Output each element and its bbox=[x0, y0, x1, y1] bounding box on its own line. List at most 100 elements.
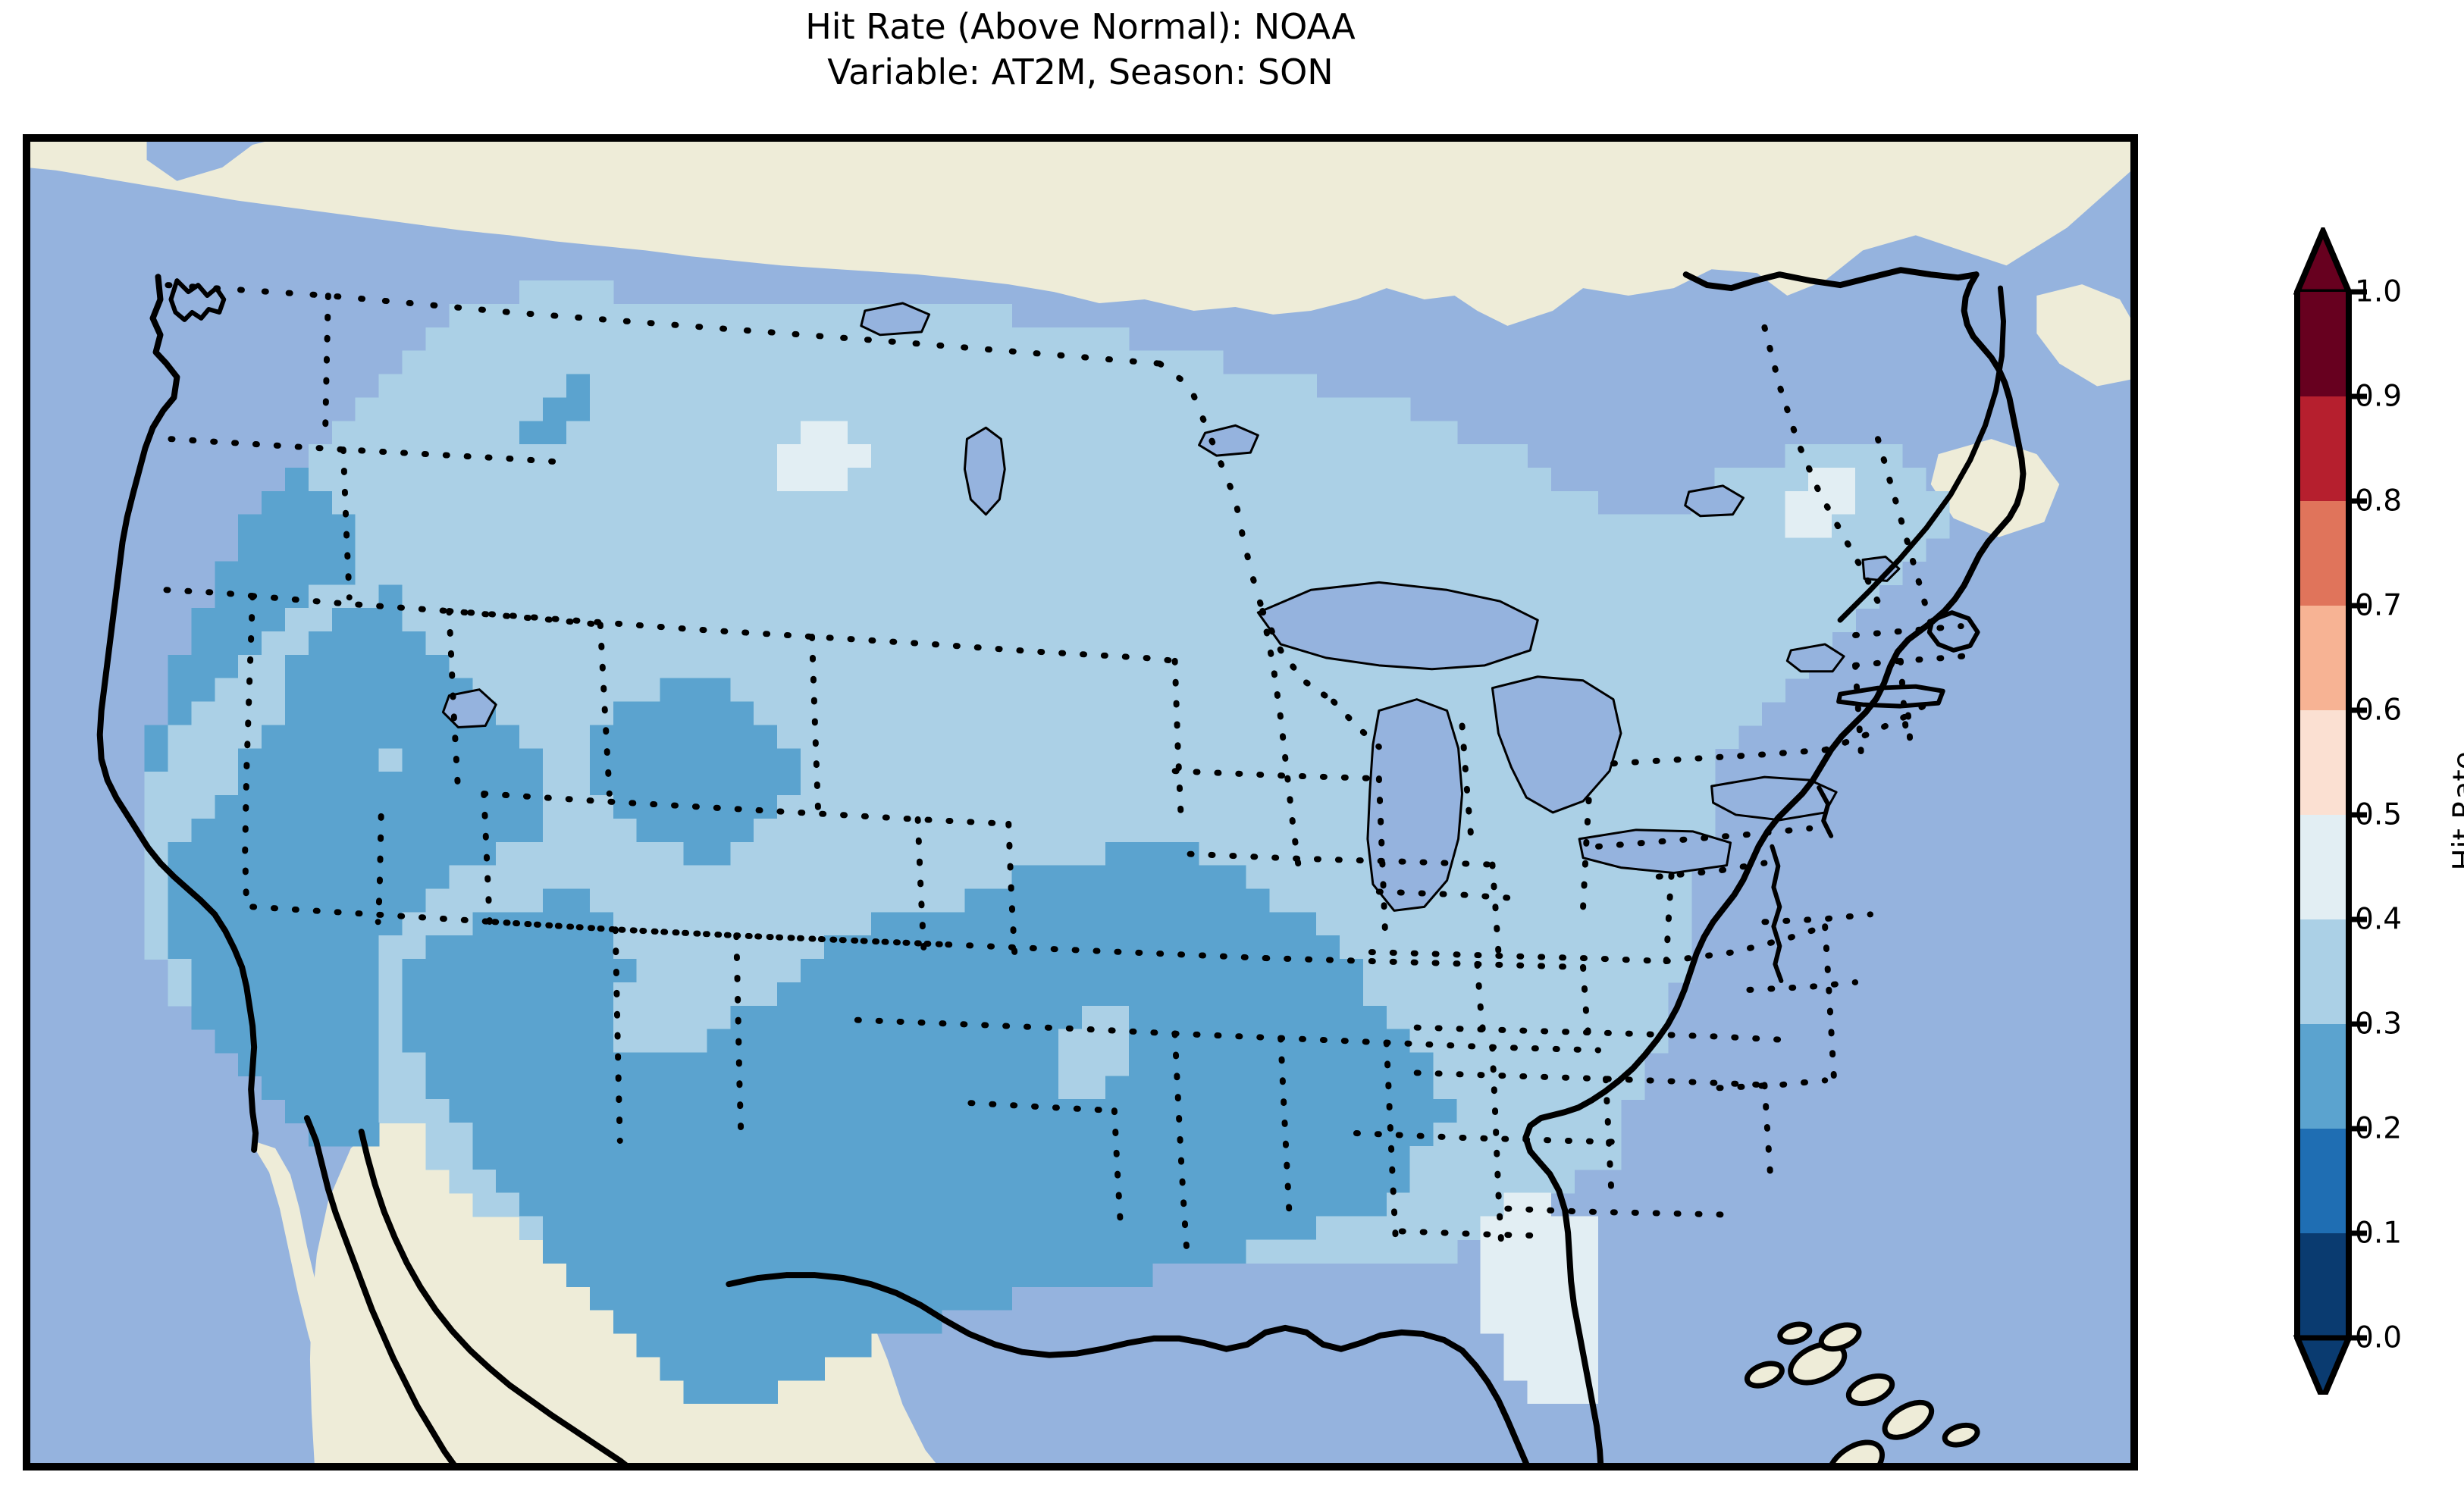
hit-rate-grid-cell bbox=[894, 1145, 919, 1170]
hit-rate-grid-cell bbox=[801, 444, 825, 468]
hit-rate-grid-cell bbox=[988, 701, 1013, 726]
map-shape bbox=[1861, 555, 1901, 582]
hit-rate-grid-cell bbox=[801, 374, 825, 399]
hit-rate-grid-cell bbox=[1574, 1123, 1598, 1147]
hit-rate-grid-cell bbox=[823, 888, 848, 913]
hit-rate-grid-cell bbox=[1761, 468, 1786, 492]
hit-rate-grid-cell bbox=[378, 397, 403, 422]
state-boundary bbox=[1852, 623, 1964, 638]
hit-rate-grid-cell bbox=[941, 841, 966, 866]
hit-rate-grid-cell bbox=[660, 584, 685, 609]
hit-rate-grid-cell bbox=[1527, 561, 1552, 586]
hit-rate-grid-cell bbox=[870, 608, 895, 632]
hit-rate-grid-cell bbox=[801, 1099, 825, 1123]
hit-rate-grid-cell bbox=[496, 982, 520, 1007]
hit-rate-grid-cell bbox=[1738, 701, 1763, 726]
hit-rate-grid-cell bbox=[1293, 514, 1317, 539]
hit-rate-grid-cell bbox=[449, 1145, 474, 1170]
hit-rate-grid-cell bbox=[894, 584, 919, 609]
hit-rate-grid-cell bbox=[1503, 1356, 1528, 1381]
hit-rate-grid-cell bbox=[355, 888, 380, 913]
hit-rate-grid-cell bbox=[1128, 795, 1153, 819]
hit-rate-grid-cell bbox=[1527, 1005, 1552, 1030]
hit-rate-grid-cell bbox=[1433, 1029, 1458, 1054]
hit-rate-grid-cell bbox=[1527, 865, 1552, 890]
hit-rate-grid-cell bbox=[1246, 841, 1271, 866]
hit-rate-grid-cell bbox=[1128, 444, 1153, 468]
hit-rate-grid-cell bbox=[707, 1333, 732, 1358]
hit-rate-grid-cell bbox=[1269, 1005, 1293, 1030]
hit-rate-grid-cell bbox=[1105, 1005, 1130, 1030]
hit-rate-grid-cell bbox=[1175, 678, 1200, 703]
hit-rate-grid-cell bbox=[917, 584, 942, 609]
hit-rate-grid-cell bbox=[331, 1005, 356, 1030]
hit-rate-grid-cell bbox=[1175, 1169, 1200, 1194]
hit-rate-grid-cell bbox=[964, 1029, 989, 1054]
hit-rate-grid-cell bbox=[1409, 561, 1434, 586]
colorbar-band bbox=[2297, 396, 2349, 502]
hit-rate-grid-cell bbox=[1667, 725, 1692, 750]
hit-rate-grid-cell bbox=[1128, 421, 1153, 445]
hit-rate-grid-cell bbox=[425, 678, 450, 703]
hit-rate-grid-cell bbox=[589, 1286, 614, 1311]
hit-rate-grid-cell bbox=[870, 795, 895, 819]
colorbar-tick-label: 0.9 bbox=[2355, 379, 2403, 414]
hit-rate-grid-cell bbox=[1128, 1239, 1153, 1264]
hit-rate-grid-cell bbox=[1855, 444, 1879, 468]
hit-rate-grid-cell bbox=[519, 1169, 544, 1194]
hit-rate-grid-cell bbox=[1105, 795, 1130, 819]
hit-rate-grid-cell bbox=[1222, 772, 1247, 796]
hit-rate-grid-cell bbox=[1222, 584, 1247, 609]
hit-rate-grid-cell bbox=[496, 1052, 520, 1077]
hit-rate-grid-cell bbox=[777, 1076, 801, 1101]
hit-rate-grid-cell bbox=[1480, 537, 1505, 562]
hit-rate-grid-cell bbox=[589, 350, 614, 375]
hit-rate-grid-cell bbox=[613, 1286, 638, 1311]
hit-rate-grid-cell bbox=[941, 748, 966, 772]
hit-rate-grid-cell bbox=[660, 1169, 685, 1194]
hit-rate-grid-cell bbox=[707, 935, 732, 960]
hit-rate-grid-cell bbox=[238, 537, 262, 562]
hit-rate-grid-cell bbox=[683, 654, 708, 679]
hit-rate-grid-cell bbox=[378, 654, 403, 679]
hit-rate-grid-cell bbox=[1199, 865, 1224, 890]
hit-rate-grid-cell bbox=[707, 421, 732, 445]
hit-rate-grid-cell bbox=[262, 701, 286, 726]
hit-rate-grid-cell bbox=[589, 959, 614, 983]
hit-rate-grid-cell bbox=[730, 912, 755, 936]
hit-rate-grid-cell bbox=[519, 935, 544, 960]
hit-rate-grid-cell bbox=[683, 327, 708, 352]
hit-rate-grid-cell bbox=[730, 748, 755, 772]
hit-rate-grid-cell bbox=[801, 959, 825, 983]
hit-rate-grid-cell bbox=[1574, 608, 1598, 632]
hit-rate-grid-cell bbox=[1105, 912, 1130, 936]
hit-rate-grid-cell bbox=[683, 1123, 708, 1147]
hit-rate-grid-cell bbox=[660, 1216, 685, 1241]
hit-rate-grid-cell bbox=[1340, 818, 1364, 843]
hit-rate-grid-cell bbox=[519, 748, 544, 772]
hit-rate-grid-cell bbox=[941, 537, 966, 562]
hit-rate-grid-cell bbox=[683, 818, 708, 843]
hit-rate-grid-cell bbox=[1222, 982, 1247, 1007]
hit-rate-grid-cell bbox=[1738, 654, 1763, 679]
hit-rate-grid-cell bbox=[707, 1005, 732, 1030]
hit-rate-grid-cell bbox=[589, 841, 614, 866]
hit-rate-grid-cell bbox=[707, 865, 732, 890]
hit-rate-grid-cell bbox=[355, 1005, 380, 1030]
hit-rate-grid-cell bbox=[754, 514, 778, 539]
hit-rate-grid-cell bbox=[847, 350, 872, 375]
hit-rate-grid-cell bbox=[917, 1076, 942, 1101]
hit-rate-grid-cell bbox=[355, 959, 380, 983]
hit-rate-grid-cell bbox=[1105, 865, 1130, 890]
hit-rate-grid-cell bbox=[730, 1309, 755, 1334]
hit-rate-grid-cell bbox=[1386, 1239, 1411, 1264]
hit-rate-grid-cell bbox=[1058, 841, 1083, 866]
hit-rate-grid-cell bbox=[1152, 982, 1177, 1007]
hit-rate-grid-cell bbox=[1293, 1169, 1317, 1194]
hit-rate-grid-cell bbox=[1714, 584, 1739, 609]
hit-rate-grid-cell bbox=[496, 374, 520, 399]
hit-rate-grid-cell bbox=[402, 888, 427, 913]
hit-rate-grid-cell bbox=[636, 421, 661, 445]
hit-rate-grid-cell bbox=[1152, 584, 1177, 609]
hit-rate-grid-cell bbox=[730, 468, 755, 492]
